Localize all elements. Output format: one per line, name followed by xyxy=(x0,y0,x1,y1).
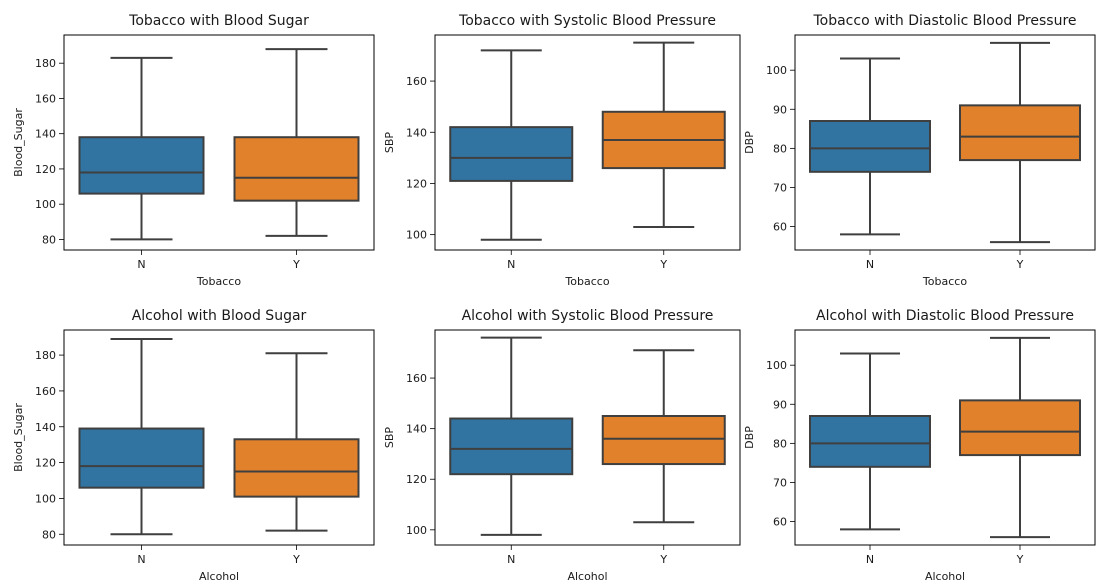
box-n xyxy=(78,56,205,241)
box-y xyxy=(601,349,726,524)
subplot: Tobacco with Systolic Blood Pressure 100 1… xyxy=(383,13,741,288)
y-tick-label: 140 xyxy=(35,128,56,141)
box-y xyxy=(959,336,1081,539)
box-n xyxy=(449,336,574,536)
y-tick-label: 160 xyxy=(406,372,427,385)
y-tick-label: 80 xyxy=(42,233,56,246)
box-y xyxy=(233,48,360,237)
x-axis-label: Tobacco xyxy=(196,275,241,288)
box-y xyxy=(601,41,726,228)
x-tick-label: Y xyxy=(292,553,300,566)
y-tick-label: 120 xyxy=(406,177,427,190)
y-tick-label: 180 xyxy=(35,57,56,70)
y-axis-label: Blood_Sugar xyxy=(12,108,25,177)
iqr-box xyxy=(959,104,1081,162)
y-tick-label: 100 xyxy=(406,229,427,242)
y-tick-label: 180 xyxy=(35,349,56,362)
chart-title: Tobacco with Diastolic Blood Pressure xyxy=(812,13,1076,29)
x-tick-label: N xyxy=(866,553,874,566)
y-axis-label: SBP xyxy=(383,132,396,154)
plot-frame xyxy=(63,34,375,251)
subplot: Tobacco with Diastolic Blood Pressure 60 7… xyxy=(743,13,1096,288)
x-tick-label: N xyxy=(137,553,145,566)
box-y xyxy=(233,352,360,532)
iqr-box xyxy=(601,415,726,466)
x-axis-label: Tobacco xyxy=(564,275,609,288)
y-tick-label: 160 xyxy=(35,385,56,398)
subplot: Tobacco with Blood Sugar 80 100 120 140 160 18… xyxy=(12,13,375,288)
y-tick-label: 80 xyxy=(773,142,787,155)
y-axis-label: DBP xyxy=(743,131,756,154)
iqr-box xyxy=(449,417,574,476)
y-tick-label: 120 xyxy=(35,163,56,176)
x-tick-label: N xyxy=(507,553,515,566)
x-axis-label: Alcohol xyxy=(199,570,239,583)
chart-title: Tobacco with Systolic Blood Pressure xyxy=(458,13,716,29)
plot-frame xyxy=(794,329,1096,546)
plot-frame xyxy=(794,34,1096,251)
chart-title: Alcohol with Diastolic Blood Pressure xyxy=(816,308,1074,324)
subplot-grid: Tobacco with Blood Sugar 80 100 120 140 160 18… xyxy=(12,13,1096,583)
y-axis-label: DBP xyxy=(743,426,756,449)
chart-title: Alcohol with Systolic Blood Pressure xyxy=(462,308,714,324)
iqr-box xyxy=(809,120,931,173)
box-n xyxy=(78,337,205,536)
y-tick-label: 60 xyxy=(773,221,787,234)
x-tick-label: Y xyxy=(659,553,667,566)
iqr-box xyxy=(233,438,360,498)
y-tick-label: 140 xyxy=(406,126,427,139)
subplot: Alcohol with Systolic Blood Pressure 100 1… xyxy=(383,308,741,583)
y-tick-label: 100 xyxy=(35,492,56,505)
y-tick-label: 80 xyxy=(42,528,56,541)
y-tick-label: 90 xyxy=(773,103,787,116)
x-axis-label: Alcohol xyxy=(925,570,965,583)
x-tick-label: N xyxy=(866,258,874,271)
iqr-box xyxy=(78,427,205,489)
y-tick-label: 100 xyxy=(35,198,56,211)
y-axis-label: SBP xyxy=(383,427,396,449)
plot-frame xyxy=(434,34,741,251)
y-tick-label: 70 xyxy=(773,181,787,194)
y-tick-label: 160 xyxy=(406,75,427,88)
x-tick-label: N xyxy=(137,258,145,271)
box-n xyxy=(809,352,931,531)
x-axis-label: Alcohol xyxy=(567,570,607,583)
x-tick-label: Y xyxy=(292,258,300,271)
chart-title: Tobacco with Blood Sugar xyxy=(128,13,309,29)
chart-title: Alcohol with Blood Sugar xyxy=(132,308,307,324)
y-tick-label: 80 xyxy=(773,437,787,450)
y-tick-label: 100 xyxy=(766,359,787,372)
y-tick-label: 160 xyxy=(35,92,56,105)
x-tick-label: N xyxy=(507,258,515,271)
y-tick-label: 60 xyxy=(773,516,787,529)
plot-frame xyxy=(434,329,741,546)
box-n xyxy=(809,57,931,236)
x-tick-label: Y xyxy=(1016,553,1024,566)
iqr-box xyxy=(809,415,931,468)
y-tick-label: 120 xyxy=(406,473,427,486)
y-tick-label: 70 xyxy=(773,476,787,489)
x-tick-label: Y xyxy=(1016,258,1024,271)
box-n xyxy=(449,49,574,241)
iqr-box xyxy=(78,136,205,195)
iqr-box xyxy=(233,136,360,202)
plot-frame xyxy=(63,329,375,546)
y-tick-label: 140 xyxy=(406,423,427,436)
y-tick-label: 100 xyxy=(766,64,787,77)
iqr-box xyxy=(959,399,1081,457)
y-tick-label: 90 xyxy=(773,398,787,411)
y-tick-label: 100 xyxy=(406,524,427,537)
subplot: Alcohol with Blood Sugar 80 100 120 140 160 18… xyxy=(12,308,375,583)
subplot: Alcohol with Diastolic Blood Pressure 60 7… xyxy=(743,308,1096,583)
x-tick-label: Y xyxy=(659,258,667,271)
y-tick-label: 140 xyxy=(35,421,56,434)
x-axis-label: Tobacco xyxy=(922,275,967,288)
iqr-box xyxy=(449,126,574,182)
y-axis-label: Blood_Sugar xyxy=(12,403,25,472)
y-tick-label: 120 xyxy=(35,457,56,470)
box-y xyxy=(959,41,1081,244)
